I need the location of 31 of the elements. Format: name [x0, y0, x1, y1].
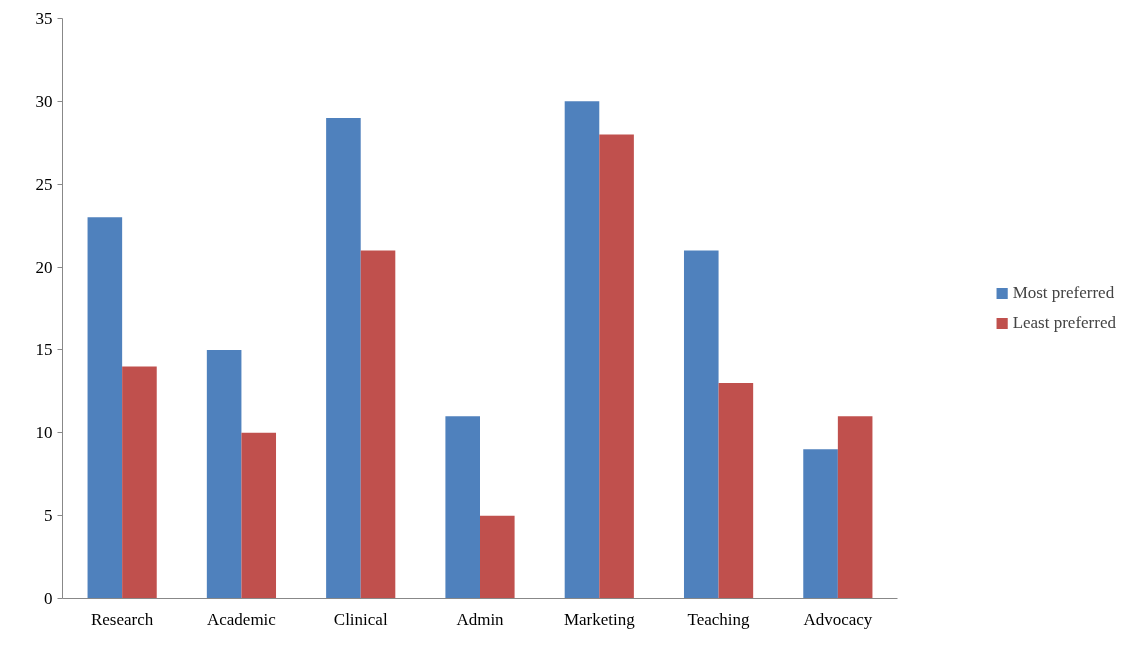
bar	[718, 383, 754, 599]
bar	[326, 117, 361, 599]
bar	[360, 250, 396, 599]
y-tick-label: 5	[44, 506, 53, 526]
x-tick-label: Marketing	[563, 609, 636, 629]
y-tick-label: 10	[35, 423, 53, 443]
bar	[445, 416, 480, 599]
bar	[241, 432, 277, 599]
bar	[683, 250, 719, 599]
bar	[803, 449, 838, 599]
bar	[599, 134, 634, 599]
bar	[122, 366, 157, 599]
bar	[564, 101, 600, 599]
bar	[206, 349, 242, 599]
y-tick-label: 0	[44, 589, 53, 608]
bar	[480, 515, 515, 599]
y-tick-label: 15	[35, 340, 53, 360]
x-tick-label: Advocacy	[803, 609, 873, 629]
bar	[837, 416, 873, 599]
legend-label: Most preferred	[1012, 283, 1115, 303]
y-tick-label: 25	[35, 174, 53, 194]
x-tick-label: Clinical	[333, 609, 388, 629]
x-tick-label: Teaching	[687, 609, 751, 629]
y-tick-label: 30	[35, 91, 53, 111]
y-tick-label: 20	[35, 257, 53, 277]
bar	[87, 217, 123, 599]
legend-label: Least preferred	[1012, 313, 1116, 333]
x-tick-label: Admin	[456, 609, 505, 629]
x-tick-label: Academic	[206, 609, 277, 629]
x-tick-label: Research	[90, 609, 154, 629]
y-tick-label: 35	[35, 9, 53, 28]
